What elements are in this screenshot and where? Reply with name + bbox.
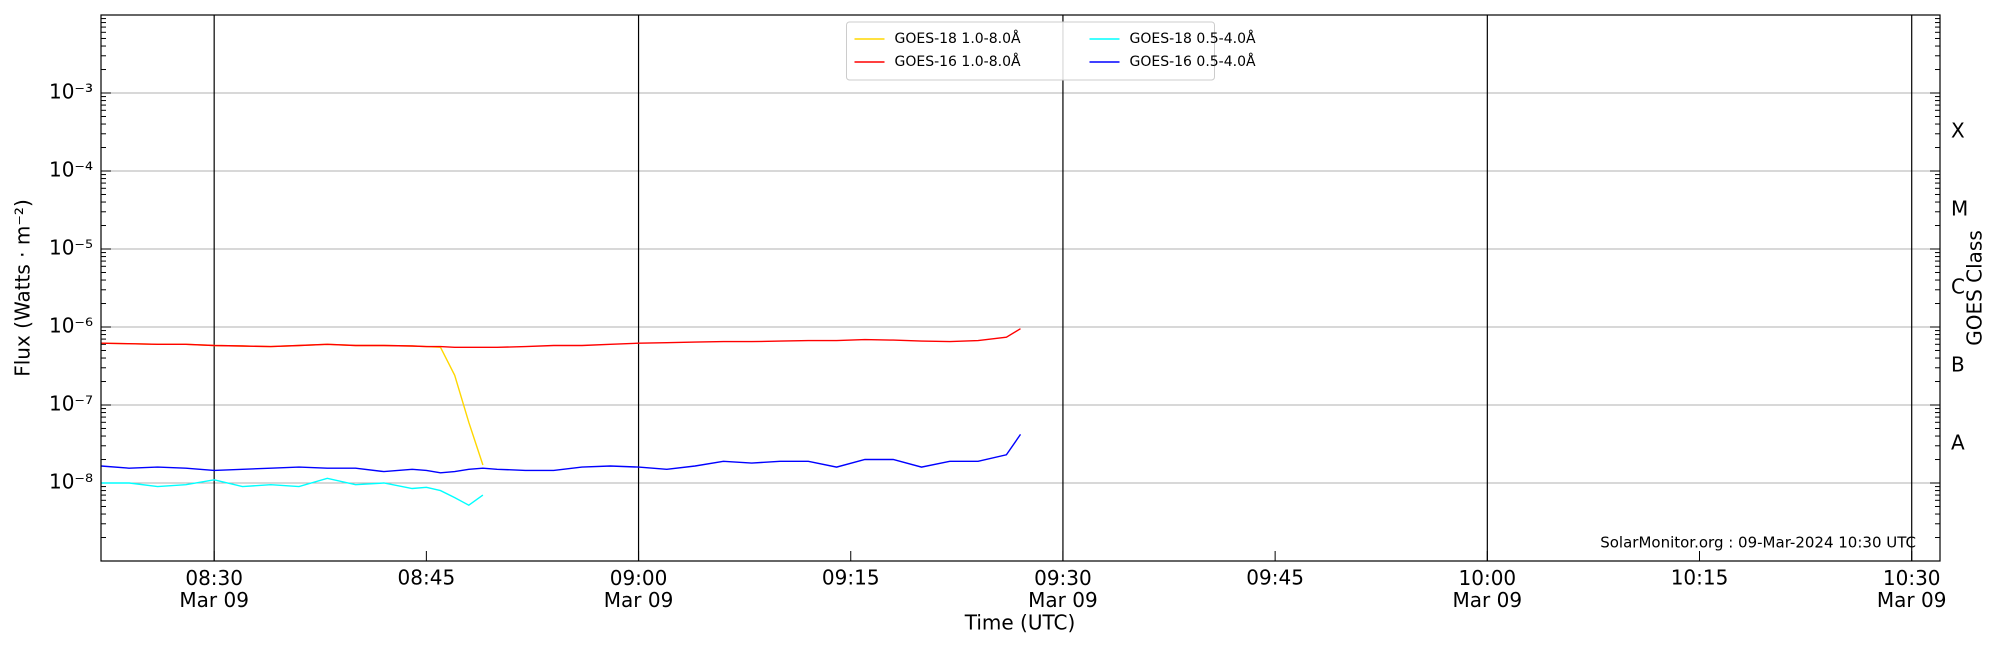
annotation: SolarMonitor.org : 09-Mar-2024 10:30 UTC [1600, 534, 1916, 552]
x-tick-label-line: Mar 09 [1028, 588, 1098, 612]
x-tick-label: 08:45 [398, 566, 456, 590]
legend-label: GOES-16 0.5-4.0Å [1130, 53, 1256, 70]
y-tick-label: 10⁻⁶ [49, 314, 93, 338]
x-tick-label: 09:30 Mar 09 [1028, 566, 1098, 612]
legend-label: GOES-18 0.5-4.0Å [1130, 30, 1256, 47]
y2-tick-label: A [1951, 431, 1965, 455]
x-tick-label-line: Mar 09 [1877, 588, 1947, 612]
legend-label: GOES-16 1.0-8.0Å [895, 53, 1021, 70]
y2-tick-label: C [1951, 275, 1965, 299]
x-tick-label: 09:45 [1246, 566, 1304, 590]
x-tick-label-line: Mar 09 [604, 588, 674, 612]
y-tick-label: 10⁻⁴ [49, 158, 93, 182]
x-axis-label: Time (UTC) [964, 611, 1076, 635]
series-line [100, 434, 1022, 474]
plot-frame [100, 14, 1941, 562]
x-tick-label: 10:15 [1671, 566, 1729, 590]
y2-axis-label: GOES Class [1963, 230, 1987, 346]
x-tick-label-line: Mar 09 [1453, 588, 1523, 612]
x-tick-label-line: 10:30 [1883, 566, 1941, 590]
y2-tick-label: X [1951, 119, 1965, 143]
x-tick-label: 08:30 Mar 09 [179, 566, 249, 612]
x-tick-label: 09:15 [822, 566, 880, 590]
x-tick-label-line: 09:00 [610, 566, 668, 590]
series-line [101, 477, 484, 507]
y-tick-label: 10⁻³ [49, 80, 93, 104]
y-tick-label: 10⁻⁷ [49, 392, 93, 416]
y-tick-label: 10⁻⁵ [49, 236, 93, 260]
y-tick-label: 10⁻⁸ [49, 470, 93, 494]
x-tick-label-line: Mar 09 [179, 588, 249, 612]
x-tick-label: 09:00 Mar 09 [604, 566, 674, 612]
y-axis-label: Flux (Watts · m⁻²) [11, 199, 35, 377]
x-tick-label: 10:30 Mar 09 [1877, 566, 1947, 612]
y2-tick-label: M [1951, 197, 1968, 221]
x-tick-label-line: 09:30 [1034, 566, 1092, 590]
x-tick-label: 10:00 Mar 09 [1453, 566, 1523, 612]
x-tick-label-line: 10:00 [1459, 566, 1517, 590]
x-tick-label-line: 08:30 [185, 566, 243, 590]
legend-label: GOES-18 1.0-8.0Å [895, 30, 1021, 47]
series-line [100, 328, 1021, 348]
y2-tick-label: B [1951, 353, 1965, 377]
legend-box [846, 21, 1215, 81]
